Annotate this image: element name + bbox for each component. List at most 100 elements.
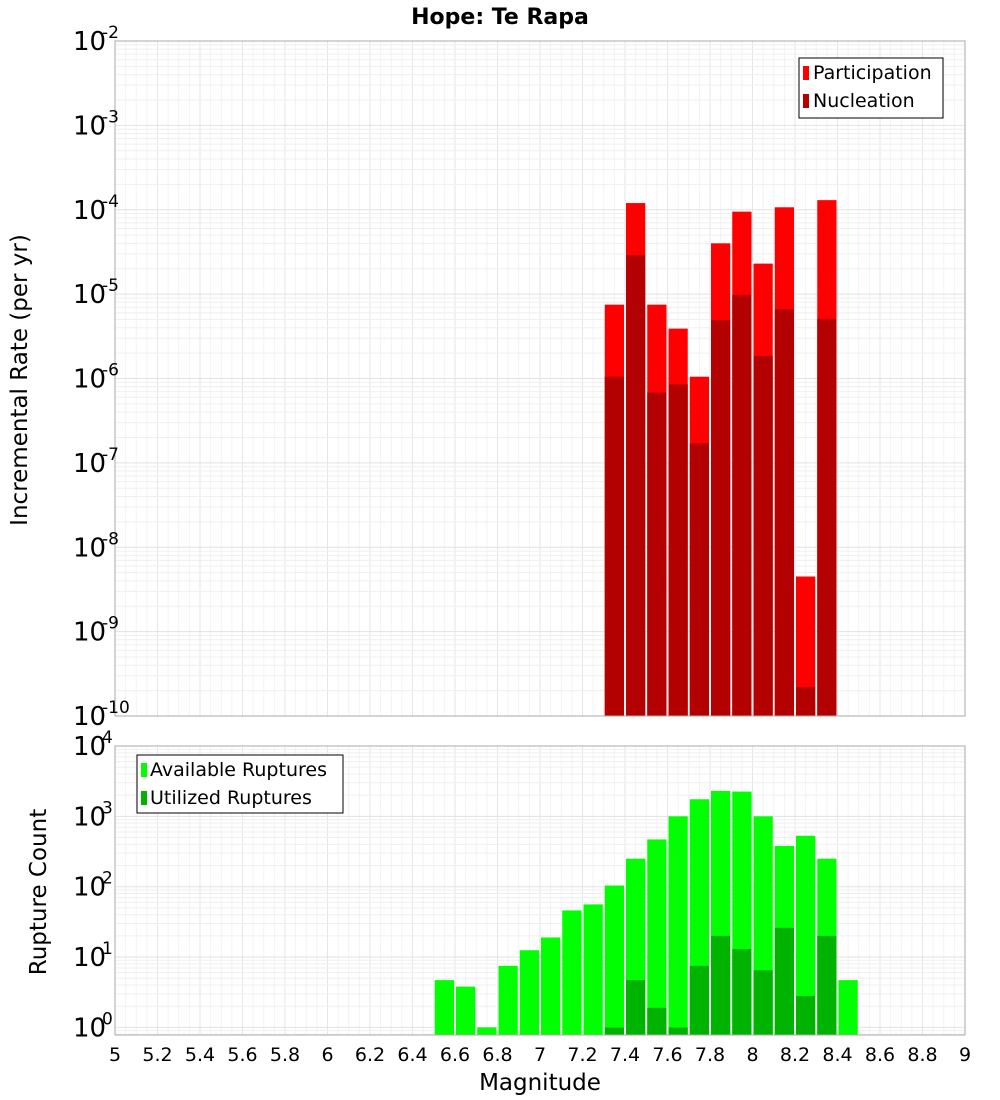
x-tick-label: 5.2: [142, 1044, 172, 1066]
rate-panel: 10-210-310-410-510-610-710-810-910-10 In…: [7, 23, 966, 732]
utilized-ruptures-bar: [774, 927, 794, 1035]
nucleation-legend-label: Nucleation: [813, 90, 915, 112]
count-y-axis-label: Rupture Count: [26, 809, 52, 975]
x-tick-label: 8.4: [822, 1044, 852, 1066]
count-y-tick-label: 10: [73, 873, 106, 903]
x-tick-label: 8.8: [907, 1044, 937, 1066]
utilized-ruptures-bar: [668, 1027, 688, 1035]
x-tick-label: 7.2: [567, 1044, 597, 1066]
utilized-ruptures-bar: [796, 995, 816, 1035]
utilized-legend-label: Utilized Ruptures: [150, 787, 312, 809]
nucleation-bar: [668, 384, 688, 716]
rate-grid: [114, 40, 966, 717]
available-ruptures-bar: [456, 986, 476, 1035]
rate-y-tick-label: 10: [73, 702, 106, 732]
count-bars: [434, 790, 858, 1035]
x-tick-label: 8: [746, 1044, 758, 1066]
nucleation-bar: [774, 309, 794, 716]
x-tick-label: 6.6: [440, 1044, 470, 1066]
x-tick-label: 9: [959, 1044, 971, 1066]
available-ruptures-bar: [498, 965, 518, 1035]
available-ruptures-bar: [668, 816, 688, 1035]
x-axis-label: Magnitude: [479, 1070, 601, 1096]
nucleation-bar: [796, 687, 816, 716]
rate-y-tick-label: 10: [73, 533, 106, 563]
participation-legend-label: Participation: [813, 62, 932, 84]
count-y-tick-label: 10: [73, 802, 106, 832]
rate-y-tick-label: 10: [73, 111, 106, 141]
x-tick-label: 5.6: [227, 1044, 257, 1066]
x-tick-label: 5: [109, 1044, 121, 1066]
x-tick-label: 7.6: [652, 1044, 682, 1066]
x-tick-label: 7: [534, 1044, 546, 1066]
rate-y-tick-label: 10: [73, 618, 106, 648]
utilized-ruptures-bar: [626, 980, 646, 1035]
rate-y-tick-exponent: -5: [102, 276, 119, 296]
count-plot-border: [114, 745, 966, 1036]
available-ruptures-bar: [583, 904, 603, 1035]
available-ruptures-bar: [796, 835, 816, 1035]
count-y-tick-label: 10: [73, 1013, 106, 1043]
available-ruptures-bar: [541, 937, 561, 1035]
utilized-ruptures-bar: [732, 949, 752, 1035]
count-legend: Available Ruptures Utilized Ruptures: [136, 754, 344, 814]
rate-y-tick-exponent: -4: [102, 192, 119, 212]
available-legend-swatch: [141, 763, 147, 777]
rate-legend-box: [798, 57, 944, 119]
rate-legend: Participation Nucleation: [798, 57, 944, 119]
count-y-tick-exponent: 1: [102, 939, 113, 959]
chart-title: Hope: Te Rapa: [411, 5, 589, 30]
nucleation-bar: [711, 320, 731, 716]
utilized-ruptures-bar: [604, 1027, 624, 1035]
utilized-ruptures-bar: [753, 970, 773, 1035]
rate-y-axis-label: Incremental Rate (per yr): [7, 234, 33, 526]
count-y-tick-exponent: 4: [102, 728, 113, 748]
utilized-legend-swatch: [141, 791, 147, 805]
x-tick-label: 6.2: [355, 1044, 385, 1066]
nucleation-bar: [604, 376, 624, 716]
rate-bars: [604, 200, 837, 717]
available-ruptures-bar: [562, 910, 582, 1035]
rate-y-tick-exponent: -7: [102, 445, 119, 465]
x-tick-label: 7.8: [695, 1044, 725, 1066]
x-tick-label: 5.4: [185, 1044, 215, 1066]
count-y-tick-exponent: 3: [102, 798, 113, 818]
nucleation-bar: [626, 255, 646, 716]
available-ruptures-bar: [604, 885, 624, 1035]
x-tick-label: 5.8: [270, 1044, 300, 1066]
nucleation-bar: [647, 392, 667, 716]
available-ruptures-bar: [647, 839, 667, 1035]
rate-y-ticks: 10-210-310-410-510-610-710-810-910-10: [73, 23, 130, 732]
count-legend-box: [136, 754, 344, 814]
x-tick-label: 8.6: [865, 1044, 895, 1066]
available-legend-label: Available Ruptures: [150, 759, 327, 781]
x-tick-label: 7.4: [610, 1044, 640, 1066]
rate-y-tick-exponent: -10: [102, 698, 130, 718]
rate-y-tick-exponent: -2: [102, 23, 119, 43]
available-ruptures-bar: [434, 980, 454, 1035]
count-grid: [114, 745, 966, 1035]
rate-y-tick-exponent: -9: [102, 614, 119, 634]
count-y-tick-exponent: 0: [102, 1009, 113, 1029]
available-ruptures-bar: [477, 1027, 497, 1035]
nucleation-bar: [817, 318, 837, 716]
rate-y-tick-label: 10: [73, 365, 106, 395]
rate-y-tick-label: 10: [73, 27, 106, 57]
nucleation-bar: [753, 355, 773, 716]
x-tick-label: 6.8: [482, 1044, 512, 1066]
rate-y-tick-exponent: -8: [102, 529, 119, 549]
count-y-tick-exponent: 2: [102, 869, 113, 889]
count-y-tick-label: 10: [73, 943, 106, 973]
utilized-ruptures-bar: [817, 935, 837, 1035]
x-axis-ticks: 5 5.2 5.4 5.6 5.8 6 6.2 6.4 6.6 6.8 7 7.2 7.4 7.6 7.8 8…: [109, 1044, 971, 1066]
utilized-ruptures-bar: [689, 965, 709, 1035]
x-tick-label: 6: [321, 1044, 333, 1066]
nucleation-legend-swatch: [803, 94, 809, 108]
available-ruptures-bar: [838, 980, 858, 1035]
nucleation-bar: [689, 443, 709, 716]
x-tick-label: 6.4: [397, 1044, 427, 1066]
rate-y-tick-exponent: -6: [102, 361, 119, 381]
